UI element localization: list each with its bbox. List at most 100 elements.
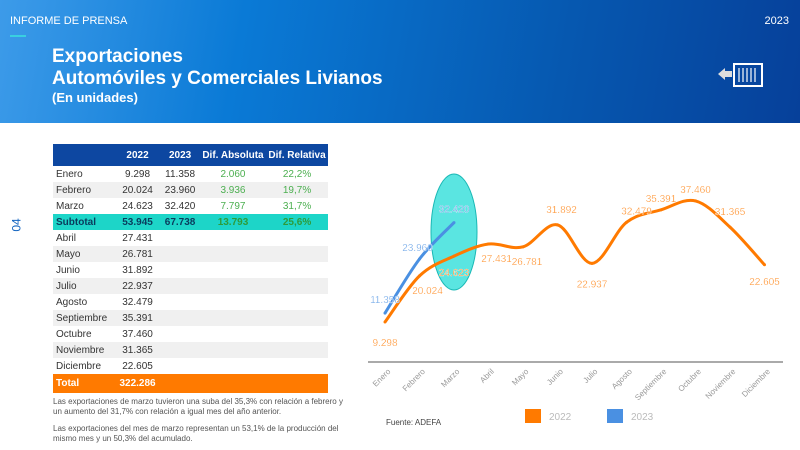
column-header: 2023 — [160, 144, 200, 166]
data-point — [418, 257, 421, 261]
table-cell — [266, 246, 328, 262]
table-cell: Diciembre — [56, 360, 102, 372]
data-point — [383, 311, 387, 315]
data-label: 32.420 — [439, 205, 470, 216]
table-cell: 67.738 — [160, 214, 200, 230]
note-1: Las exportaciones de marzo tuvieron una … — [53, 397, 343, 416]
x-tick-label: Junio — [545, 367, 565, 387]
table-cell — [160, 246, 200, 262]
table-cell — [199, 342, 267, 358]
data-label: 22.605 — [749, 277, 780, 288]
year: 2023 — [764, 15, 789, 27]
table-cell: 322.286 — [114, 374, 161, 393]
page-title: Exportaciones — [52, 46, 183, 67]
x-tick-label: Febrero — [401, 367, 428, 394]
table-cell: Agosto — [56, 296, 88, 308]
table-cell — [199, 278, 267, 294]
table-cell: 19,7% — [266, 182, 328, 198]
table-row: Total 322.286 — [53, 374, 328, 393]
data-label: 37.460 — [680, 185, 711, 196]
table-cell: Octubre — [56, 328, 92, 340]
legend-swatch — [607, 409, 623, 423]
table-cell: 32.420 — [164, 200, 196, 212]
table-cell: Marzo — [56, 200, 84, 212]
table-cell: 24.623 — [122, 200, 153, 212]
header: INFORME DE PRENSA 2023 Exportaciones Aut… — [0, 0, 800, 123]
table-cell: Enero — [56, 168, 83, 180]
table-cell: 53.945 — [114, 214, 161, 230]
page-subtitle: Automóviles y Comerciales Livianos — [52, 68, 383, 89]
data-point — [728, 225, 732, 229]
data-label: 20.024 — [412, 286, 443, 297]
kicker: INFORME DE PRENSA — [10, 15, 128, 27]
data-label: 32.479 — [621, 206, 652, 217]
data-label: 26.781 — [512, 257, 543, 268]
table-cell: Septiembre — [53, 310, 115, 326]
table-cell: 25,6% — [266, 214, 328, 230]
column-header: Dif. Relativa — [266, 144, 328, 166]
data-point — [590, 261, 594, 265]
table-row: Septiembre 35.391 — [53, 310, 328, 326]
table-row: Abril 27.431 — [53, 230, 328, 246]
table-cell: Noviembre — [53, 342, 115, 358]
table-cell: Junio — [56, 264, 80, 276]
table-cell — [199, 246, 267, 262]
table-cell: Subtotal — [53, 214, 115, 230]
table-cell: 7.797 — [220, 200, 246, 212]
data-point — [452, 254, 456, 258]
data-label: 35.391 — [646, 194, 677, 205]
x-tick-label: Agosto — [610, 367, 634, 391]
column-header: Dif. Absoluta — [199, 144, 267, 166]
table-row: Mayo 26.781 — [53, 246, 328, 262]
table-cell: 9.298 — [125, 168, 151, 180]
x-tick-label: Mayo — [510, 367, 531, 388]
table-cell: 20.024 — [114, 182, 161, 198]
legend-label: 2023 — [631, 412, 654, 423]
data-label: 31.365 — [715, 207, 746, 218]
table-cell: 35.391 — [114, 310, 161, 326]
table-cell: 22.605 — [122, 360, 153, 372]
table-cell — [266, 374, 328, 393]
column-header — [53, 144, 115, 166]
table-cell: 32.479 — [122, 296, 153, 308]
table-cell — [266, 278, 328, 294]
table-cell: 31.892 — [122, 264, 153, 276]
table-cell: 31.365 — [114, 342, 161, 358]
data-point — [659, 208, 663, 212]
table-cell: Abril — [56, 232, 77, 244]
table-cell: Total — [53, 374, 115, 393]
x-tick-label: Abril — [478, 367, 496, 385]
data-label: 31.892 — [546, 205, 577, 216]
table-cell: 13.793 — [199, 214, 267, 230]
data-point — [521, 245, 525, 249]
table-cell: 31,7% — [282, 200, 312, 212]
table-row: Octubre 37.460 — [53, 326, 328, 342]
data-point — [452, 221, 456, 225]
table-cell — [199, 310, 267, 326]
data-point — [763, 263, 766, 267]
table-cell: Febrero — [53, 182, 115, 198]
kicker-underline — [10, 35, 26, 37]
table-cell — [160, 278, 200, 294]
table-cell: 22.937 — [114, 278, 161, 294]
table-cell: 3.936 — [199, 182, 267, 198]
column-header: 2022 — [114, 144, 161, 166]
table-cell: 37.460 — [122, 328, 153, 340]
table-row: Julio 22.937 — [53, 278, 328, 294]
data-label: 11.358 — [370, 295, 400, 306]
table-cell: 11.358 — [165, 168, 195, 180]
x-tick-label: Septiembre — [633, 367, 669, 403]
table-row: Enero 9.298 11.358 2.060 22,2% — [53, 166, 328, 182]
x-tick-label: Diciembre — [740, 367, 772, 399]
table-row: Febrero 20.024 23.960 3.936 19,7% — [53, 182, 328, 198]
table-row: Junio 31.892 — [53, 262, 328, 278]
table-cell: 26.781 — [114, 246, 161, 262]
data-label: 22.937 — [577, 279, 608, 290]
table-row: Marzo 24.623 32.420 7.797 31,7% — [53, 198, 328, 214]
table-cell: Mayo — [53, 246, 115, 262]
data-label: 24.623 — [439, 268, 470, 279]
x-tick-label: Enero — [371, 367, 393, 389]
container-export-icon — [718, 63, 763, 87]
table-row: Noviembre 31.365 — [53, 342, 328, 358]
